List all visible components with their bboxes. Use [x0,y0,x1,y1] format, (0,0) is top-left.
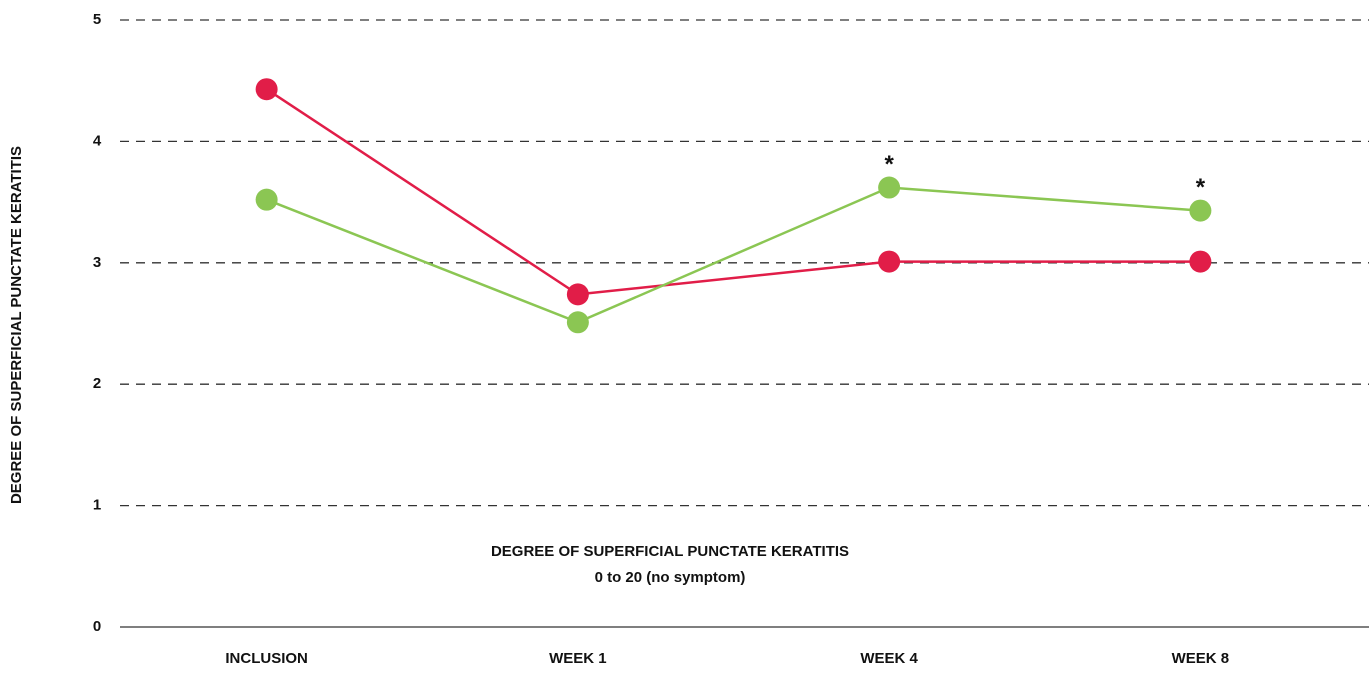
data-point [878,176,901,199]
annotation: * [884,151,894,178]
x-tick-label: WEEK 4 [860,650,918,667]
y-tick-label: 3 [93,254,101,271]
annotation: * [1196,174,1206,201]
x-tick-label: WEEK 1 [549,650,607,667]
data-point [566,283,589,306]
data-point [255,188,278,211]
y-tick-label: 5 [93,11,101,28]
x-tick-label: WEEK 8 [1172,650,1230,667]
data-point [255,78,278,101]
y-tick-label: 1 [93,497,101,514]
data-point [878,250,901,273]
y-tick-label: 4 [93,132,102,149]
note: 0 to 20 (no symptom) [595,569,746,586]
note: DEGREE OF SUPERFICIAL PUNCTATE KERATITIS [491,543,849,560]
y-tick-label: 2 [93,375,101,392]
y-axis-label: DEGREE OF SUPERFICIAL PUNCTATE KERATITIS [8,146,25,504]
data-point [1189,250,1212,273]
series-line [265,88,1201,296]
series-line [266,186,1201,324]
data-point [1189,199,1212,222]
data-point [566,311,589,334]
y-tick-label: 0 [93,618,101,635]
x-tick-label: INCLUSION [225,650,308,667]
